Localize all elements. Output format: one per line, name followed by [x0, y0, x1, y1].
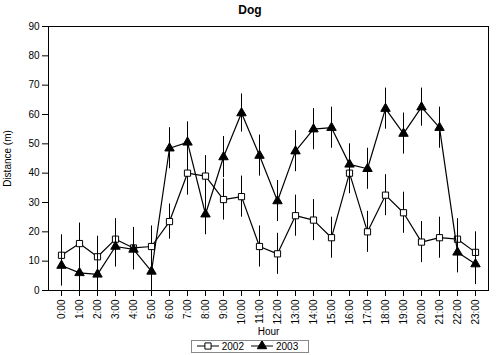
html-text:Dog: Dog: [238, 3, 262, 17]
svg-text:1:00: 1:00: [74, 299, 85, 319]
svg-text:4:00: 4:00: [128, 299, 139, 319]
svg-text:11:00: 11:00: [254, 299, 265, 324]
svg-text:3:00: 3:00: [110, 299, 121, 319]
svg-text:Distance (m): Distance (m): [2, 130, 13, 187]
svg-text:16:00: 16:00: [344, 299, 355, 324]
svg-text:50: 50: [28, 138, 40, 149]
svg-text:10:00: 10:00: [236, 299, 247, 324]
svg-text:7:00: 7:00: [182, 299, 193, 319]
svg-text:5:00: 5:00: [146, 299, 157, 319]
svg-text:40: 40: [28, 167, 40, 178]
svg-text:8:00: 8:00: [200, 299, 211, 319]
html-text:2002: 2002: [221, 340, 244, 352]
svg-text:6:00: 6:00: [164, 299, 175, 319]
html-text:2003: 2003: [276, 340, 299, 352]
svg-text:Hour: Hour: [258, 326, 280, 337]
svg-text:9:00: 9:00: [218, 299, 229, 319]
svg-text:90: 90: [28, 21, 40, 32]
svg-text:20: 20: [28, 226, 40, 237]
svg-text:12:00: 12:00: [272, 299, 283, 324]
svg-text:10: 10: [28, 255, 40, 266]
svg-text:60: 60: [28, 109, 40, 120]
svg-text:0:00: 0:00: [56, 299, 67, 319]
svg-text:22:00: 22:00: [452, 299, 463, 324]
svg-text:13:00: 13:00: [290, 299, 301, 324]
svg-text:30: 30: [28, 197, 40, 208]
svg-text:2:00: 2:00: [92, 299, 103, 319]
svg-text:0: 0: [34, 285, 40, 296]
svg-text:21:00: 21:00: [434, 299, 445, 324]
svg-text:19:00: 19:00: [398, 299, 409, 324]
svg-text:15:00: 15:00: [326, 299, 337, 324]
svg-text:20:00: 20:00: [416, 299, 427, 324]
svg-text:80: 80: [28, 50, 40, 61]
svg-text:23:00: 23:00: [470, 299, 481, 324]
svg-text:17:00: 17:00: [362, 299, 373, 324]
svg-text:18:00: 18:00: [380, 299, 391, 324]
svg-text:14:00: 14:00: [308, 299, 319, 324]
svg-text:70: 70: [28, 79, 40, 90]
